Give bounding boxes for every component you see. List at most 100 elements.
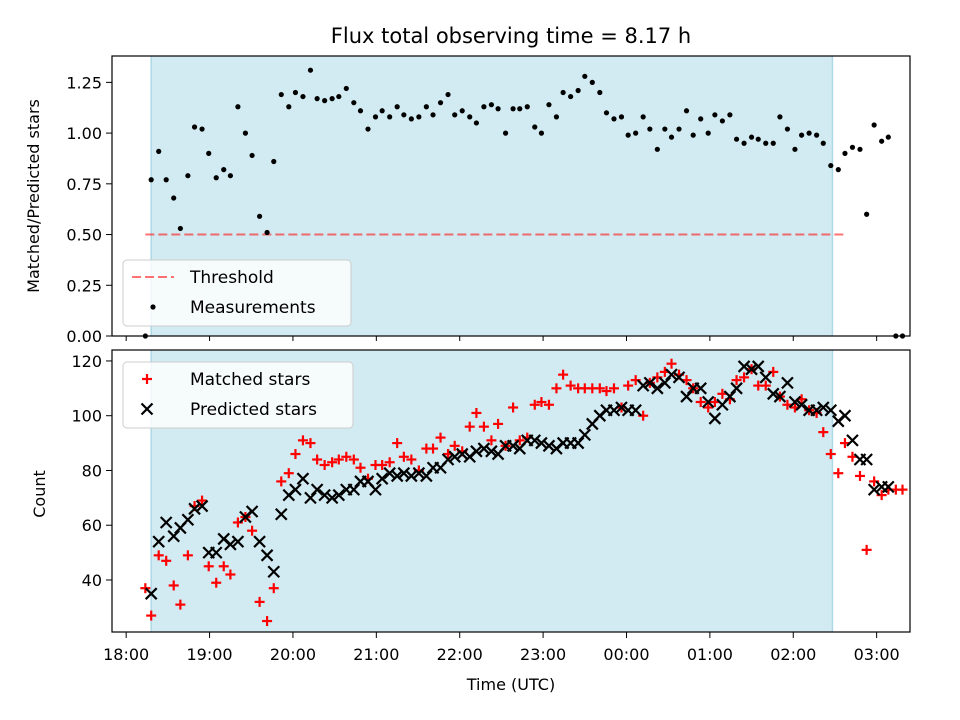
measurement-point — [221, 167, 227, 173]
legend-box — [122, 259, 352, 327]
predicted-star-point — [448, 450, 461, 464]
matched-star-point — [565, 380, 576, 391]
x-tick-label: 01:00 — [687, 645, 733, 664]
matched-star-point — [861, 544, 872, 555]
measurement-point — [806, 130, 812, 136]
matched-star-point — [327, 457, 338, 468]
matched-star-point — [348, 454, 359, 465]
measurement-point — [864, 211, 870, 217]
predicted-star-point — [477, 442, 491, 455]
matched-star-point — [435, 432, 446, 443]
measurement-point — [662, 126, 668, 132]
x-tick-label: 03:00 — [854, 645, 900, 664]
measurement-point — [300, 93, 306, 100]
predicted-star-point — [643, 376, 657, 390]
count-axes: 40 60 80 100 120 18:00 19:00 20:00 21:00 22:00 23:… — [71, 352, 899, 664]
predicted-star-point — [708, 412, 722, 425]
matched-star-point — [623, 380, 634, 391]
measurement-point — [733, 136, 740, 142]
count-legend: Matched stars Predicted stars — [122, 361, 354, 429]
measurement-point — [242, 130, 249, 136]
measurement-point — [575, 87, 581, 94]
predicted-mark-b — [701, 395, 715, 409]
x-tick-label: 20:00 — [270, 645, 316, 664]
predicted-mark-b — [506, 439, 520, 453]
predicted-mark-b — [470, 445, 483, 458]
predicted-star-point — [231, 535, 245, 548]
measurement-point — [278, 91, 284, 98]
predicted-star-point — [773, 390, 787, 403]
predicted-star-point — [528, 434, 542, 447]
predicted-star-point — [289, 483, 302, 496]
matched-star-point — [218, 561, 229, 572]
matched-star-point — [536, 397, 547, 408]
predicted-star-point — [542, 439, 556, 453]
matched-star-point — [153, 550, 164, 561]
measurement-point — [777, 114, 783, 120]
predicted-star-point — [810, 403, 823, 417]
matched-star-point — [254, 596, 265, 607]
predicted-mark-b — [629, 403, 642, 417]
matched-star-point — [471, 407, 482, 418]
predicted-mark-b — [209, 546, 223, 559]
predicted-mark-b — [665, 368, 678, 381]
predicted-mark-b — [332, 488, 346, 502]
x-tick-label: 21:00 — [353, 645, 399, 664]
predicted-mark-b — [231, 535, 245, 548]
measurement-point — [603, 110, 610, 116]
matched-star-point — [384, 457, 395, 468]
measurements-series — [142, 67, 906, 339]
matched-star-point — [551, 383, 562, 394]
measurement-point — [292, 89, 299, 96]
measurement-point — [430, 112, 436, 118]
measurement-point — [784, 126, 791, 132]
predicted-mark-b — [195, 499, 209, 513]
matched-star-point — [478, 421, 489, 432]
y-tick-label: 0.75 — [66, 175, 102, 194]
measurement-point — [625, 132, 631, 138]
measurement-point — [488, 102, 495, 108]
measurement-point — [213, 175, 219, 181]
predicted-star-point — [397, 466, 411, 480]
predicted-mark-b — [369, 483, 382, 496]
matched-star-point — [428, 443, 439, 454]
ratio-legend: Threshold Measurements — [122, 259, 352, 327]
predicted-mark-b — [224, 538, 237, 551]
matched-stars-series — [140, 358, 908, 627]
measurement-point — [307, 67, 314, 73]
predicted-mark-b — [397, 466, 411, 480]
measurement-point — [582, 73, 588, 79]
legend-box — [122, 361, 354, 429]
predicted-star-point — [615, 401, 628, 414]
predicted-mark-b — [267, 565, 281, 579]
predicted-mark-b — [289, 483, 302, 496]
matched-star-point — [703, 402, 714, 413]
measurement-point — [256, 213, 263, 219]
predicted-star-point — [383, 466, 396, 480]
predicted-star-point — [882, 480, 895, 494]
predicted-mark-b — [781, 376, 794, 390]
predicted-star-point — [375, 472, 389, 485]
predicted-mark-b — [846, 434, 859, 447]
measurement-point — [690, 132, 696, 138]
predicted-star-point — [274, 507, 288, 521]
measurement-point — [473, 120, 479, 126]
predicted-mark-b — [751, 360, 765, 373]
predicted-star-point — [325, 491, 339, 505]
measurement-point — [524, 104, 530, 110]
predicted-mark-b — [217, 532, 231, 546]
measurement-point — [286, 104, 292, 110]
matched-star-point — [268, 583, 279, 594]
predicted-star-point — [665, 368, 678, 381]
legend-measurements-label: Measurements — [190, 298, 316, 318]
predicted-mark-b — [325, 491, 339, 505]
x-tick-label: 02:00 — [770, 645, 816, 664]
predicted-star-point — [607, 403, 621, 417]
measurement-point — [532, 124, 538, 130]
measurement-point — [271, 158, 277, 165]
measurement-point — [177, 225, 183, 232]
matched-star-point — [486, 435, 497, 446]
predicted-star-point — [310, 483, 324, 496]
measurement-point — [553, 114, 560, 120]
measurement-point — [763, 140, 769, 146]
